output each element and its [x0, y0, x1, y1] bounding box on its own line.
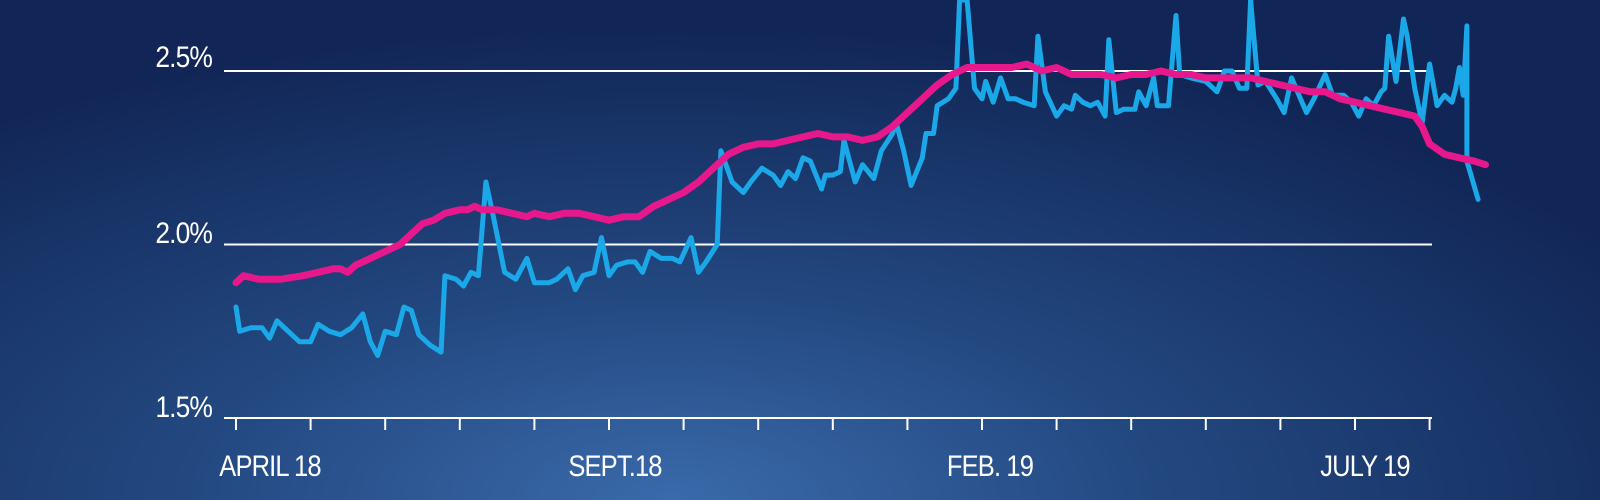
x-tick-label-july-19: JULY 19 [1320, 450, 1410, 483]
x-axis [224, 417, 1432, 430]
x-tick-label-sept-18: SEPT.18 [568, 450, 662, 483]
y-tick-label-1.5: 1.5% [155, 391, 213, 424]
series-line-daily [233, 0, 1481, 358]
y-tick-label-2.5: 2.5% [155, 41, 213, 74]
y-tick-label-2.0: 2.0% [155, 217, 213, 250]
x-tick-label-april-18: APRIL 18 [219, 450, 321, 483]
series-lines [232, 0, 1489, 358]
x-tick-label-feb-19: FEB. 19 [946, 450, 1034, 483]
series-line-average [232, 60, 1489, 287]
gridlines [224, 70, 1432, 246]
